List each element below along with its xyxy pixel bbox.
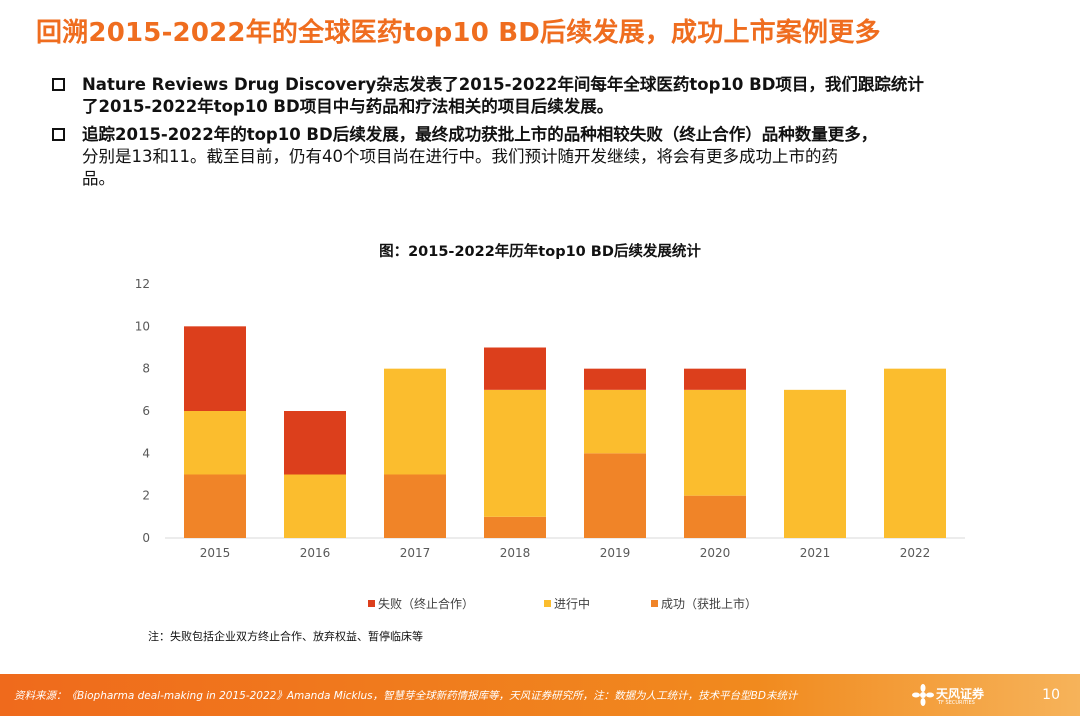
- y-tick-label: 6: [142, 404, 150, 418]
- bullet-line: 追踪2015-2022年的top10 BD后续发展，最终成功获批上市的品种相较失…: [82, 125, 878, 144]
- flower-logo-icon: [912, 684, 934, 706]
- square-bullet-icon: [52, 78, 65, 91]
- bar-segment-success: [584, 453, 646, 538]
- x-tick-label: 2016: [300, 546, 331, 560]
- bullet-line: Nature Reviews Drug Discovery杂志发表了2015-2…: [82, 75, 924, 94]
- x-tick-label: 2020: [700, 546, 731, 560]
- bullet-item: Nature Reviews Drug Discovery杂志发表了2015-2…: [52, 74, 1042, 118]
- x-tick-label: 2022: [900, 546, 931, 560]
- x-tick-label: 2018: [500, 546, 531, 560]
- bar-segment-ongoing: [684, 389, 746, 496]
- legend-label: 进行中: [554, 596, 590, 611]
- bullet-line: 了2015-2022年top10 BD项目中与药品和疗法相关的项目后续发展。: [82, 97, 614, 116]
- bullet-list: Nature Reviews Drug Discovery杂志发表了2015-2…: [52, 74, 1042, 196]
- bar-segment-ongoing: [284, 474, 346, 538]
- y-tick-label: 0: [142, 531, 150, 545]
- bar-segment-failed: [684, 368, 746, 390]
- bullet-item: 追踪2015-2022年的top10 BD后续发展，最终成功获批上市的品种相较失…: [52, 124, 1042, 190]
- bullet-line: 分别是13和11。截至目前，仍有40个项目尚在进行中。我们预计随开发继续，将会有…: [82, 147, 838, 166]
- bar-segment-ongoing: [184, 411, 246, 475]
- x-tick-label: 2019: [600, 546, 631, 560]
- legend-swatch: [651, 600, 658, 607]
- bar-segment-failed: [284, 411, 346, 475]
- footer-bar: 资料来源：《Biopharma deal-making in 2015-2022…: [0, 674, 1080, 716]
- bar-segment-ongoing: [884, 368, 946, 538]
- brand-name: 天风证券: [936, 687, 985, 701]
- legend-swatch: [368, 600, 375, 607]
- chart-note: 注：失败包括企业双方终止合作、放弃权益、暂停临床等: [148, 630, 423, 643]
- slide-title: 回溯2015-2022年的全球医药top10 BD后续发展，成功上市案例更多: [36, 18, 881, 48]
- bar-segment-ongoing: [384, 368, 446, 475]
- bar-segment-success: [684, 495, 746, 538]
- bar-segment-success: [484, 516, 546, 538]
- bar-segment-ongoing: [784, 389, 846, 538]
- x-tick-label: 2017: [400, 546, 431, 560]
- bar-segment-ongoing: [584, 389, 646, 454]
- bar-segment-success: [184, 474, 246, 538]
- bar-segment-ongoing: [484, 389, 546, 517]
- legend-label: 成功（获批上市）: [661, 596, 757, 611]
- x-tick-label: 2015: [200, 546, 231, 560]
- y-tick-label: 12: [135, 277, 150, 291]
- bullet-line: 品。: [82, 169, 115, 188]
- legend-swatch: [544, 600, 551, 607]
- y-tick-label: 2: [142, 489, 150, 503]
- chart-title: 图：2015-2022年历年top10 BD后续发展统计: [379, 244, 701, 260]
- bar-segment-failed: [484, 347, 546, 390]
- source-text: 资料来源：《Biopharma deal-making in 2015-2022…: [14, 690, 798, 702]
- bar-segment-success: [384, 474, 446, 538]
- y-tick-label: 4: [142, 446, 150, 460]
- bar-segment-failed: [184, 326, 246, 411]
- legend-label: 失败（终止合作）: [378, 596, 474, 611]
- y-tick-label: 10: [135, 319, 150, 333]
- x-tick-label: 2021: [800, 546, 831, 560]
- page-number: 10: [1042, 687, 1060, 703]
- square-bullet-icon: [52, 128, 65, 141]
- brand-logo: 天风证券 TF SECURITIES: [912, 682, 992, 710]
- brand-name-en: TF SECURITIES: [938, 700, 975, 706]
- bar-segment-failed: [584, 368, 646, 390]
- y-tick-label: 8: [142, 362, 150, 376]
